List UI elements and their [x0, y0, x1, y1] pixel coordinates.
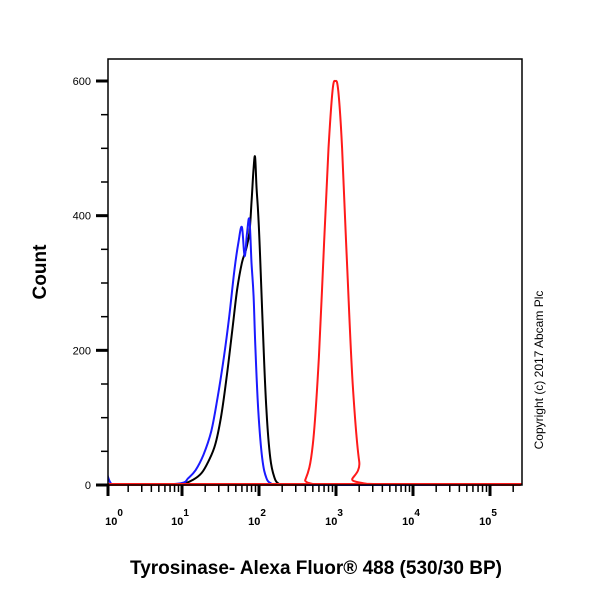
x-axis-title: Tyrosinase- Alexa Fluor® 488 (530/30 BP) — [130, 558, 502, 579]
y-tick-label: 0 — [85, 480, 91, 492]
x-axis: 100 101 102 103 104 105 — [105, 485, 514, 528]
y-axis: 0 200 400 600 — [73, 76, 108, 492]
black-histogram-curve — [108, 155, 521, 486]
x-tick-label: 103 — [325, 508, 343, 528]
x-tick-label: 104 — [402, 508, 420, 528]
x-tick-label: 100 — [105, 508, 123, 528]
y-tick-label: 200 — [73, 345, 91, 357]
red-histogram-curve — [108, 79, 521, 487]
y-tick-label: 400 — [73, 211, 91, 223]
y-tick-label: 600 — [73, 76, 91, 88]
plot-frame — [107, 58, 523, 486]
y-axis-title: Count — [30, 244, 51, 300]
x-tick-label: 101 — [171, 508, 189, 528]
histogram-curves — [108, 79, 522, 487]
copyright-notice: Copyright (c) 2017 Abcam Plc — [532, 291, 546, 450]
x-tick-label: 105 — [479, 508, 497, 528]
x-tick-label: 102 — [248, 508, 266, 528]
